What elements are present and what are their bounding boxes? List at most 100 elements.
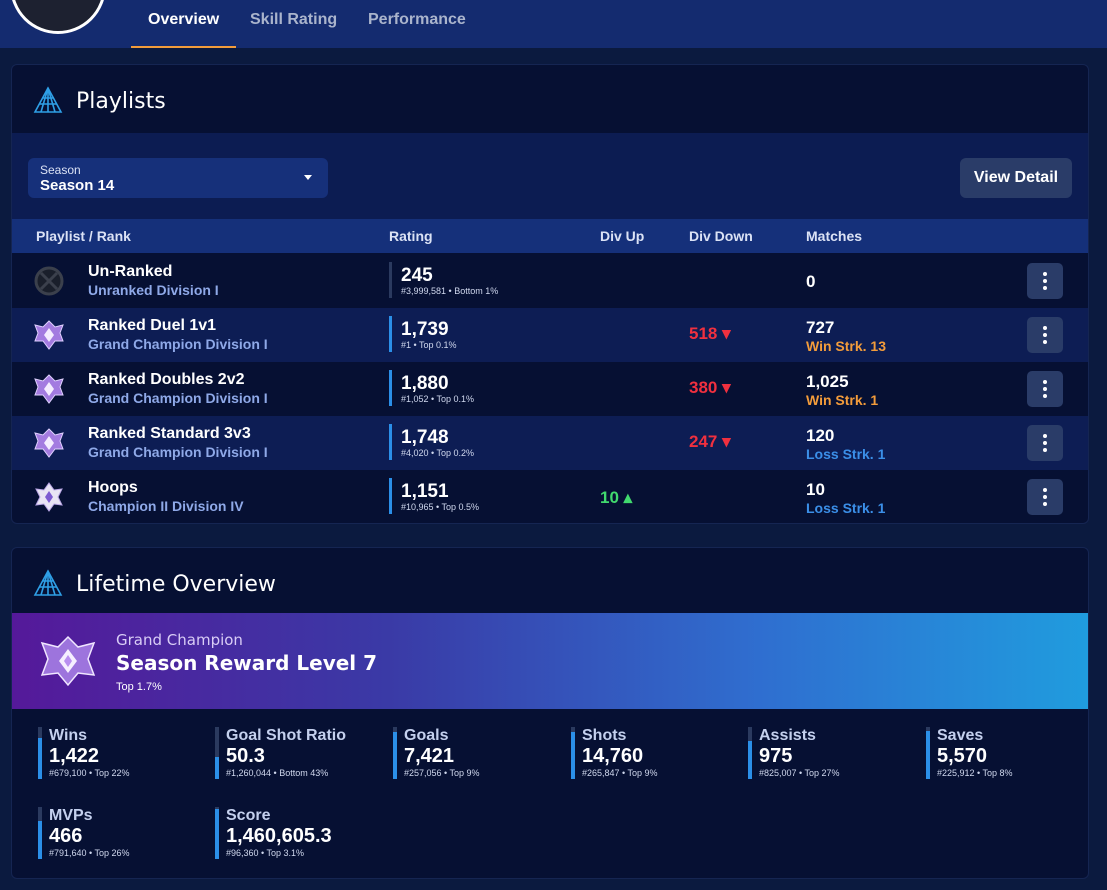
stat-label: Wins (49, 727, 88, 744)
playlist-rank: Champion II Division IV (88, 498, 244, 514)
rating-value: 1,151 (401, 481, 449, 502)
stat-goals: Goals 7,421 #257,056 • Top 9% (393, 727, 563, 783)
grand-champion-icon (34, 320, 64, 350)
matches-count: 0 (806, 272, 816, 291)
rating-bar (389, 316, 392, 352)
avatar[interactable] (10, 0, 106, 34)
reward-percentile: Top 1.7% (116, 681, 162, 693)
stat-bar (571, 727, 575, 779)
tab-performance[interactable]: Performance (368, 11, 466, 28)
stat-rank-info: #257,056 • Top 9% (404, 768, 480, 778)
stat-bar-fill (748, 741, 752, 779)
stat-mvps: MVPs 466 #791,640 • Top 26% (38, 807, 208, 863)
rating-rank-info: #3,999,581 • Bottom 1% (401, 286, 499, 296)
profile-header: Overview Skill Rating Performance (0, 0, 1107, 78)
playlist-rank: Unranked Division I (88, 282, 219, 298)
row-menu-button[interactable] (1027, 425, 1063, 461)
stat-rank-info: #825,007 • Top 27% (759, 768, 840, 778)
div-down-value: 247 ▾ (689, 432, 731, 451)
reward-rank-name: Grand Champion (116, 631, 243, 649)
rating-bar-fill (389, 478, 392, 514)
stat-bar (393, 727, 397, 779)
pyramid-logo-icon (33, 569, 63, 596)
playlist-name: Ranked Doubles 2v2 (88, 371, 245, 388)
column-header-rating[interactable]: Rating (389, 228, 433, 244)
stat-bar-fill (215, 756, 219, 779)
row-menu-button[interactable] (1027, 371, 1063, 407)
column-header-div-up[interactable]: Div Up (600, 228, 645, 244)
season-select[interactable]: Season Season 14 (28, 158, 328, 198)
stat-rank-info: #1,260,044 • Bottom 43% (226, 768, 329, 778)
stat-bar-fill (926, 731, 930, 779)
stat-label: Assists (759, 727, 816, 744)
stat-bar (38, 727, 42, 779)
stat-label: Saves (937, 727, 984, 744)
stat-shots: Shots 14,760 #265,847 • Top 9% (571, 727, 741, 783)
unranked-icon (34, 266, 64, 296)
stat-rank-info: #679,100 • Top 22% (49, 768, 130, 778)
stat-bar (748, 727, 752, 779)
stat-value: 1,422 (49, 745, 100, 767)
more-vertical-icon (1043, 380, 1047, 398)
pyramid-logo-icon (33, 86, 63, 113)
div-down-value: 518 ▾ (689, 324, 731, 343)
row-menu-button[interactable] (1027, 317, 1063, 353)
table-row[interactable]: Hoops Champion II Division IV 1,151 #10,… (12, 470, 1088, 523)
stat-label: Goals (404, 727, 449, 744)
matches-count: 727 (806, 318, 835, 337)
rating-rank-info: #1,052 • Top 0.1% (401, 394, 475, 404)
rating-value: 245 (401, 265, 433, 286)
stat-rank-info: #96,360 • Top 3.1% (226, 848, 305, 858)
rating-bar (389, 424, 392, 460)
matches-count: 10 (806, 480, 825, 499)
rating-bar-fill (389, 424, 392, 460)
playlists-table-header: Playlist / Rank Rating Div Up Div Down M… (12, 219, 1088, 253)
win-streak: Win Strk. 1 (806, 392, 879, 408)
rating-bar-fill (389, 370, 392, 406)
table-row[interactable]: Ranked Duel 1v1 Grand Champion Division … (12, 308, 1088, 362)
season-select-value: Season 14 (40, 177, 115, 194)
playlist-rank: Grand Champion Division I (88, 390, 268, 406)
playlist-name: Ranked Standard 3v3 (88, 425, 251, 442)
stat-value: 7,421 (404, 745, 455, 767)
tab-skill-rating[interactable]: Skill Rating (250, 11, 338, 28)
stat-label: MVPs (49, 807, 93, 824)
more-vertical-icon (1043, 488, 1047, 506)
stat-assists: Assists 975 #825,007 • Top 27% (748, 727, 918, 783)
champion-icon (35, 482, 63, 512)
column-header-div-down[interactable]: Div Down (689, 228, 753, 244)
rating-bar (389, 478, 392, 514)
stat-score: Score 1,460,605.3 #96,360 • Top 3.1% (215, 807, 385, 863)
playlist-rank: Grand Champion Division I (88, 444, 268, 460)
caret-down-icon (304, 175, 312, 180)
stat-value: 5,570 (937, 745, 988, 767)
div-down-value: 380 ▾ (689, 378, 731, 397)
lifetime-overview-card: Lifetime Overview Grand Champion Season … (11, 547, 1089, 879)
reward-level-title: Season Reward Level 7 (116, 651, 378, 675)
stat-value: 975 (759, 745, 793, 767)
stat-bar (215, 727, 219, 779)
table-row[interactable]: Ranked Doubles 2v2 Grand Champion Divisi… (12, 362, 1088, 416)
grand-champion-icon (40, 635, 96, 687)
rating-rank-info: #4,020 • Top 0.2% (401, 448, 475, 458)
table-row[interactable]: Un-Ranked Unranked Division I 245 #3,999… (12, 254, 1088, 308)
more-vertical-icon (1043, 272, 1047, 290)
table-row[interactable]: Ranked Standard 3v3 Grand Champion Divis… (12, 416, 1088, 470)
view-detail-button[interactable]: View Detail (960, 158, 1072, 198)
column-header-playlist[interactable]: Playlist / Rank (36, 228, 131, 244)
season-select-label: Season (40, 163, 81, 177)
playlists-card: Playlists Season Season 14 View Detail P… (11, 64, 1089, 524)
grand-champion-icon (34, 374, 64, 404)
rating-value: 1,748 (401, 427, 449, 448)
stat-label: Goal Shot Ratio (226, 727, 346, 744)
stat-wins: Wins 1,422 #679,100 • Top 22% (38, 727, 208, 783)
column-header-matches[interactable]: Matches (806, 228, 863, 244)
stat-value: 466 (49, 825, 83, 847)
stat-rank-info: #265,847 • Top 9% (582, 768, 658, 778)
playlist-name: Hoops (88, 479, 138, 496)
row-menu-button[interactable] (1027, 263, 1063, 299)
rating-bar (389, 262, 392, 298)
tab-overview[interactable]: Overview (130, 0, 237, 48)
matches-count: 1,025 (806, 372, 849, 391)
row-menu-button[interactable] (1027, 479, 1063, 515)
